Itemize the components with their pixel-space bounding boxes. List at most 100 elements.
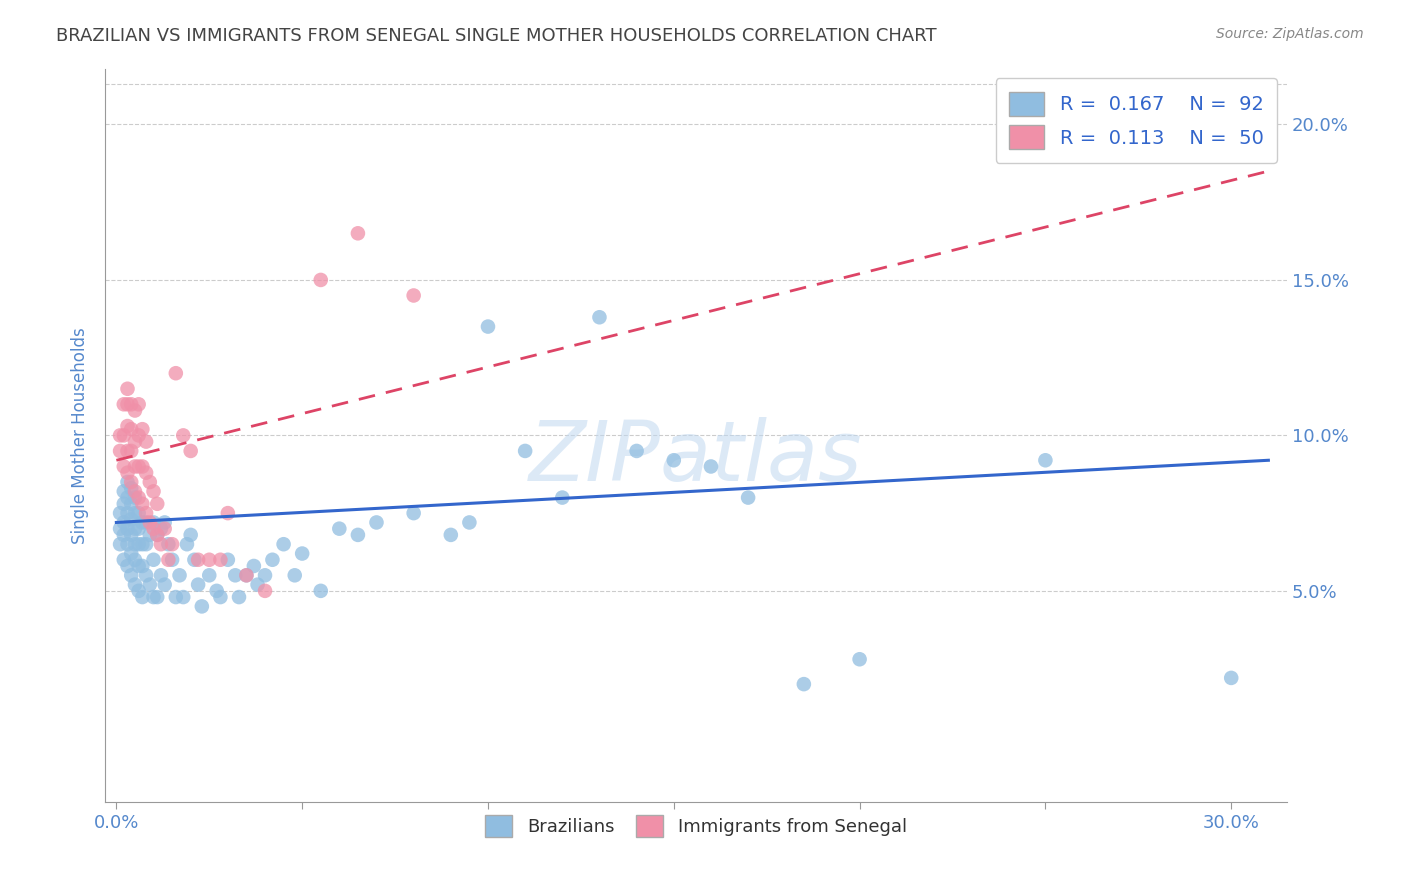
Point [217,553,239,567]
Point [588,310,610,325]
Point [131,422,153,436]
Point [124,491,146,505]
Point [108,444,131,458]
Point [120,547,142,561]
Point [117,382,139,396]
Point [124,484,146,499]
Point [117,559,139,574]
Point [131,559,153,574]
Point [142,553,165,567]
Point [120,568,142,582]
Point [146,497,169,511]
Point [128,522,150,536]
Point [135,506,157,520]
Point [169,568,191,582]
Point [124,577,146,591]
Point [128,397,150,411]
Y-axis label: Single Mother Households: Single Mother Households [72,327,89,544]
Point [180,528,202,542]
Point [120,512,142,526]
Point [149,522,172,536]
Point [112,516,135,530]
Point [112,397,135,411]
Point [112,428,135,442]
Point [128,537,150,551]
Point [160,553,183,567]
Point [120,397,142,411]
Point [117,475,139,489]
Point [135,568,157,582]
Point [131,497,153,511]
Point [117,506,139,520]
Point [262,553,284,567]
Point [117,444,139,458]
Point [117,419,139,434]
Point [128,583,150,598]
Point [273,537,295,551]
Point [128,506,150,520]
Point [112,553,135,567]
Point [165,590,187,604]
Point [228,590,250,604]
Point [128,428,150,442]
Point [117,466,139,480]
Point [347,227,370,241]
Point [284,568,307,582]
Point [235,568,257,582]
Point [176,537,198,551]
Point [135,537,157,551]
Point [131,516,153,530]
Point [131,459,153,474]
Point [209,553,232,567]
Point [402,506,425,520]
Point [117,491,139,505]
Point [128,491,150,505]
Point [131,537,153,551]
Point [139,528,162,542]
Point [124,403,146,417]
Point [187,553,209,567]
Point [131,590,153,604]
Point [700,459,723,474]
Point [124,553,146,567]
Point [117,537,139,551]
Point [477,319,499,334]
Point [135,516,157,530]
Point [160,537,183,551]
Point [191,599,214,614]
Point [1220,671,1243,685]
Point [142,590,165,604]
Point [737,491,759,505]
Point [128,459,150,474]
Point [124,434,146,449]
Point [135,466,157,480]
Point [124,522,146,536]
Point [108,506,131,520]
Point [146,590,169,604]
Point [172,428,194,442]
Point [112,528,135,542]
Point [309,583,332,598]
Point [120,475,142,489]
Point [291,547,314,561]
Point [124,537,146,551]
Point [165,366,187,380]
Point [793,677,815,691]
Point [347,528,370,542]
Legend: Brazilians, Immigrants from Senegal: Brazilians, Immigrants from Senegal [478,808,914,845]
Point [246,577,269,591]
Point [458,516,481,530]
Point [551,491,574,505]
Point [172,590,194,604]
Point [253,568,276,582]
Point [440,528,463,542]
Point [198,553,221,567]
Point [626,444,648,458]
Point [848,652,870,666]
Point [139,516,162,530]
Point [149,537,172,551]
Point [243,559,266,574]
Point [149,568,172,582]
Point [187,577,209,591]
Point [153,516,176,530]
